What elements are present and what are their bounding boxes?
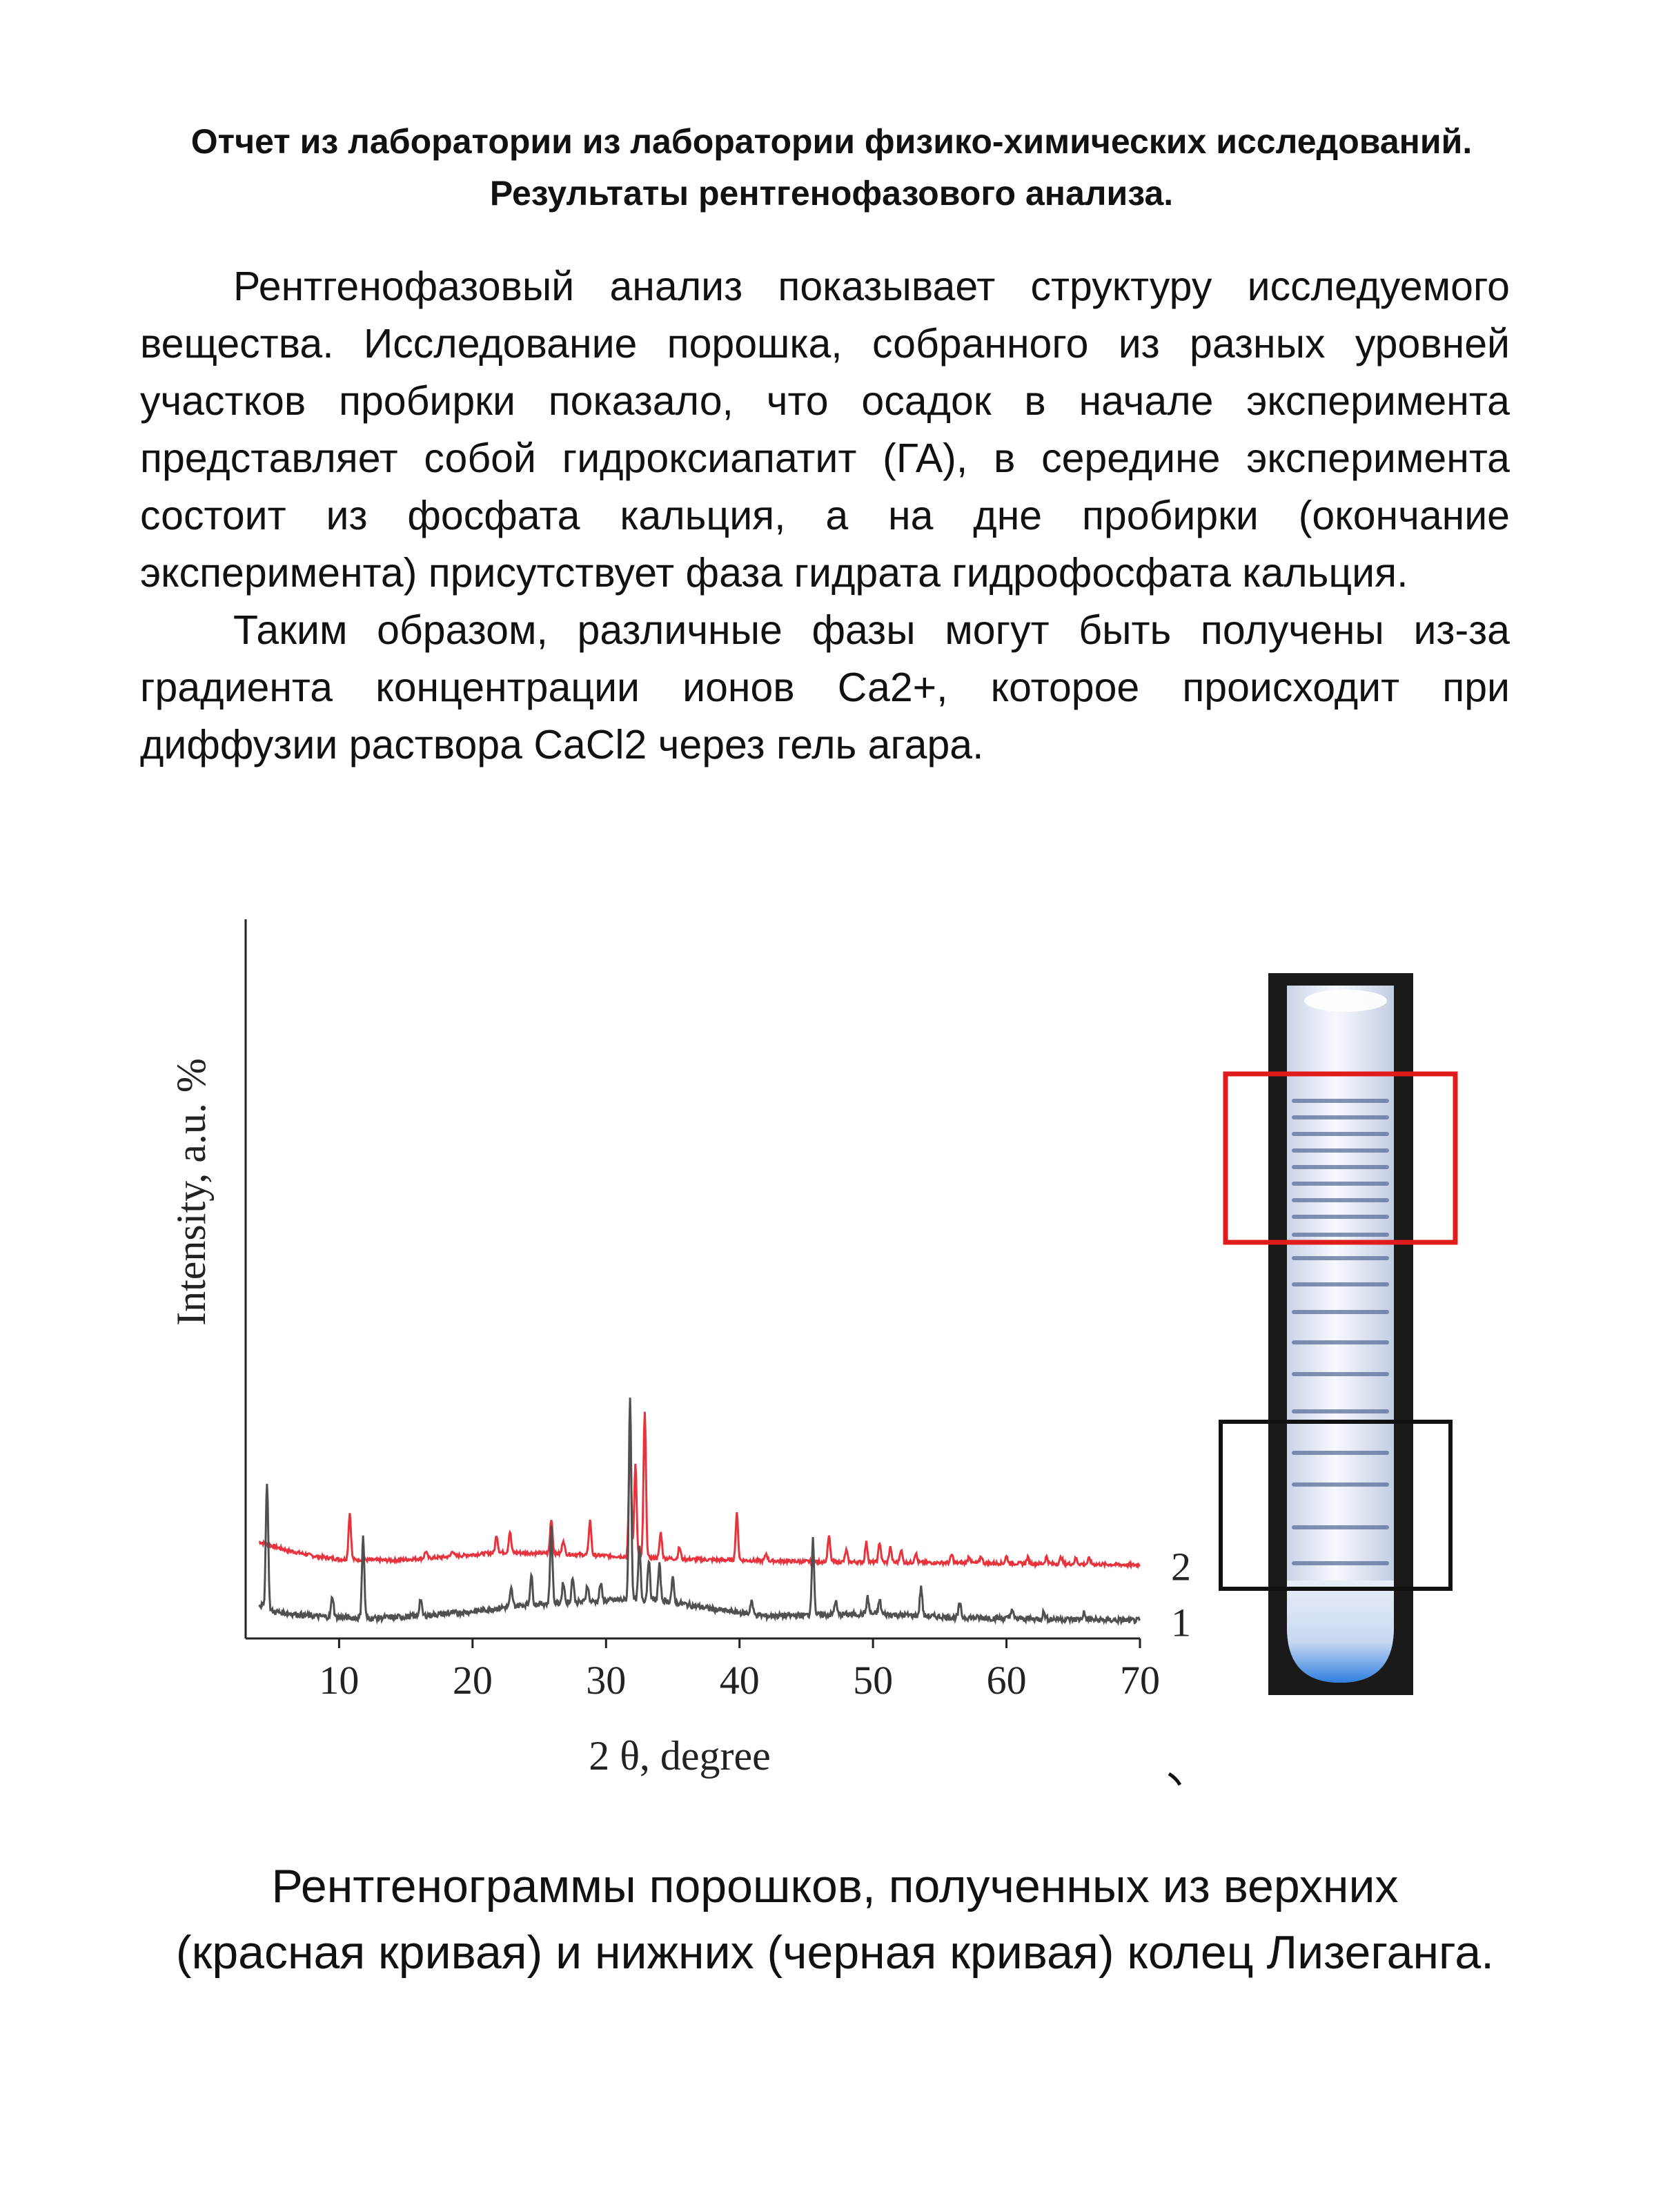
- xrd-figure: 10 20 30 40 50 60 70 2 θ, degree Intensity, a.…: [168, 919, 1458, 1786]
- upper-sample-frame: [1223, 1071, 1458, 1245]
- lower-sample-frame: [1219, 1420, 1453, 1591]
- x-tick-label-70: 70: [1120, 1658, 1160, 1703]
- x-tick-label-40: 40: [720, 1658, 760, 1703]
- liesegang-ring: [1292, 1099, 1389, 1103]
- liesegang-ring: [1292, 1372, 1389, 1376]
- liesegang-ring: [1292, 1340, 1389, 1344]
- chart-axes: 10 20 30 40 50 60 70 2 θ, degree Intensity, a.…: [168, 919, 1160, 1779]
- liesegang-tube-photo: [1219, 973, 1458, 1695]
- liesegang-ring: [1292, 1148, 1389, 1153]
- tube-bottom-precipitate: [1287, 1580, 1394, 1683]
- x-axis-label: 2 θ, degree: [589, 1733, 771, 1779]
- y-axis-label: Intensity, a.u. %: [168, 1058, 214, 1326]
- series-2-line: [258, 1411, 1141, 1570]
- liesegang-ring: [1292, 1282, 1389, 1286]
- paragraph-1: Рентгенофазовый анализ показывает структ…: [140, 264, 1510, 596]
- liesegang-ring: [1292, 1525, 1389, 1529]
- liesegang-ring: [1292, 1409, 1389, 1413]
- chart-series-labels: 21: [1171, 1545, 1191, 1645]
- x-tick-label-60: 60: [987, 1658, 1027, 1703]
- caption-line-2: (красная кривая) и нижних (черная кривая…: [175, 1926, 1495, 1979]
- tube-gel: [1287, 986, 1394, 1683]
- liesegang-ring: [1292, 1132, 1389, 1136]
- figure-caption: Рентгенограммы порошков, полученных из в…: [138, 1853, 1532, 1986]
- x-tick-label-30: 30: [586, 1658, 626, 1703]
- x-tick-label-20: 20: [453, 1658, 493, 1703]
- liesegang-ring: [1292, 1233, 1389, 1237]
- liesegang-ring: [1292, 1115, 1389, 1119]
- stray-mark: [1168, 1772, 1182, 1786]
- x-tick-label-50: 50: [853, 1658, 893, 1703]
- liesegang-ring: [1292, 1215, 1389, 1219]
- x-tick-label-10: 10: [319, 1658, 359, 1703]
- liesegang-ring: [1292, 1310, 1389, 1314]
- liesegang-ring: [1292, 1182, 1389, 1186]
- series-1-line: [258, 1398, 1141, 1627]
- tube-top-foam: [1304, 990, 1387, 1012]
- series-1-label: 1: [1171, 1600, 1191, 1645]
- liesegang-ring: [1292, 1561, 1389, 1565]
- report-body: Рентгенофазовый анализ показывает структ…: [140, 258, 1510, 774]
- chart-series: [258, 1398, 1141, 1627]
- report-title-line-2: Результаты рентгенофазового анализа.: [489, 174, 1174, 213]
- report-title-line-1: Отчет из лаборатории из лаборатории физи…: [190, 122, 1473, 161]
- caption-line-1: Рентгенограммы порошков, полученных из в…: [271, 1860, 1399, 1912]
- liesegang-ring: [1292, 1482, 1389, 1487]
- liesegang-ring: [1292, 1198, 1389, 1202]
- liesegang-ring: [1292, 1165, 1389, 1169]
- liesegang-ring: [1292, 1256, 1389, 1260]
- x-tick-group: 10 20 30 40 50 60 70: [319, 1638, 1160, 1703]
- paragraph-2: Таким образом, различные фазы могут быть…: [140, 607, 1510, 767]
- liesegang-rings: [1292, 1099, 1389, 1565]
- liesegang-ring: [1292, 1451, 1389, 1455]
- series-2-label: 2: [1171, 1545, 1191, 1589]
